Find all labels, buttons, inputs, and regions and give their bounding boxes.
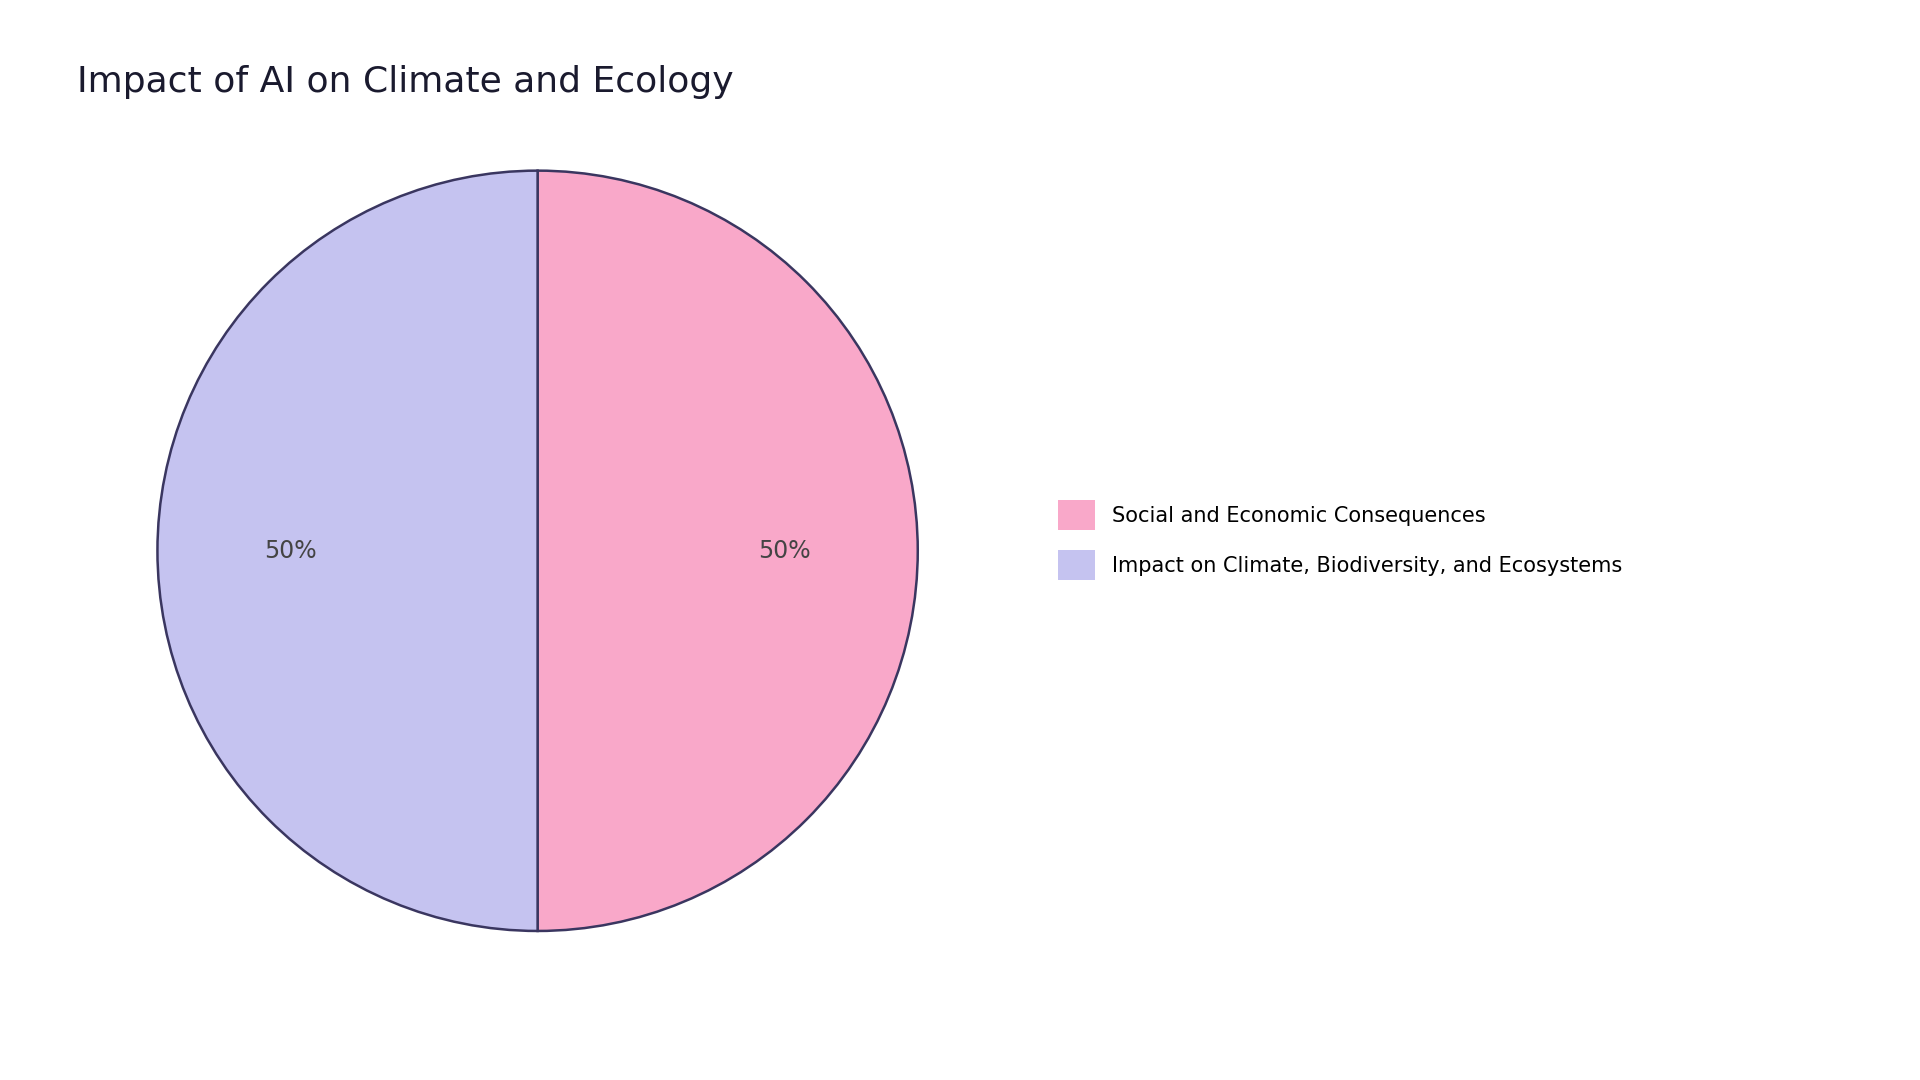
Legend: Social and Economic Consequences, Impact on Climate, Biodiversity, and Ecosystem: Social and Economic Consequences, Impact… xyxy=(1046,489,1632,591)
Wedge shape xyxy=(538,171,918,931)
Wedge shape xyxy=(157,171,538,931)
Text: 50%: 50% xyxy=(758,539,810,563)
Text: 50%: 50% xyxy=(265,539,317,563)
Text: Impact of AI on Climate and Ecology: Impact of AI on Climate and Ecology xyxy=(77,65,733,98)
